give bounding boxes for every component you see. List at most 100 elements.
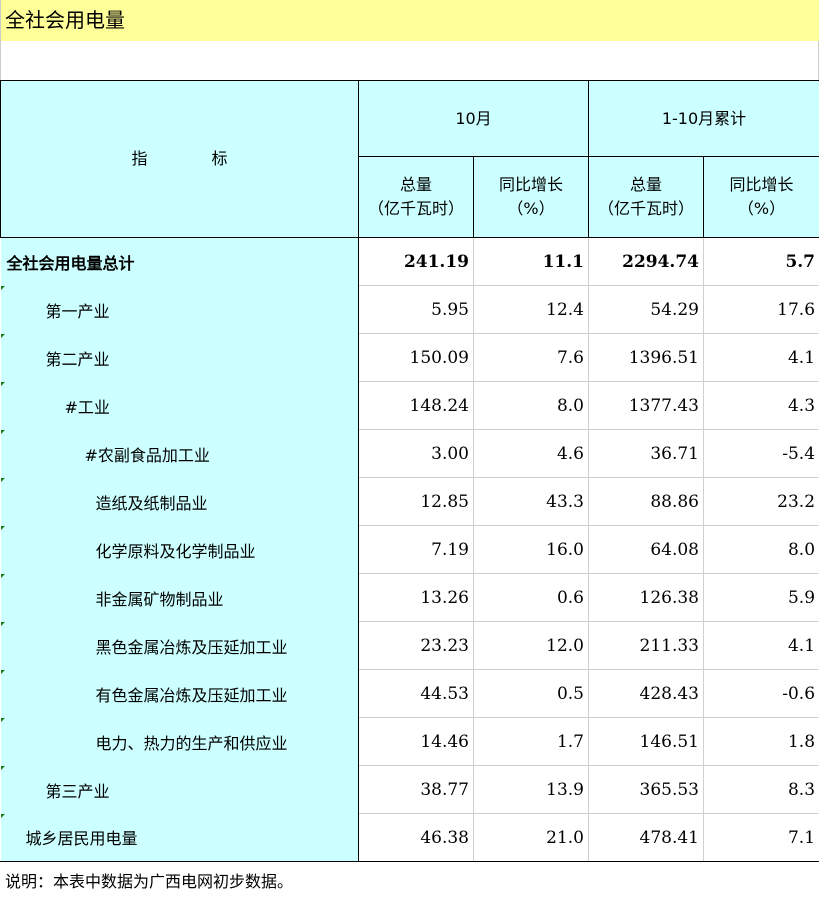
row-label-cell[interactable]: 全社会用电量总计 [1,238,359,286]
header-total-label: 总量 [593,173,699,197]
error-indicator-icon [1,286,5,290]
error-indicator-icon [1,478,5,482]
row-label: 黑色金属冶炼及压延加工业 [96,638,288,657]
error-indicator-icon [1,382,5,386]
error-indicator-icon [1,430,5,434]
row-label: 化学原料及化学制品业 [96,542,256,561]
header-total-label: 总量 [363,173,469,197]
electricity-table: 指 标 10月 1-10月累计 总量（亿千瓦时） 同比增长（%） 总量（亿千瓦时… [0,80,819,862]
value-cell[interactable]: 54.29 [589,286,704,334]
value-cell[interactable]: 12.0 [474,622,589,670]
header-indicator: 指 标 [1,81,359,238]
value-cell[interactable]: 0.5 [474,670,589,718]
value-cell[interactable]: 1.8 [704,718,819,766]
value-cell[interactable]: 17.6 [704,286,819,334]
value-cell[interactable]: 38.77 [359,766,474,814]
value-cell[interactable]: 14.46 [359,718,474,766]
header-unit-label: （亿千瓦时） [593,197,699,221]
value-cell[interactable]: 11.1 [474,238,589,286]
value-cell[interactable]: 16.0 [474,526,589,574]
value-cell[interactable]: 5.95 [359,286,474,334]
value-cell[interactable]: 1377.43 [589,382,704,430]
value-cell[interactable]: 5.9 [704,574,819,622]
row-label: 造纸及纸制品业 [96,494,208,513]
value-cell[interactable]: 150.09 [359,334,474,382]
value-cell[interactable]: 36.71 [589,430,704,478]
value-cell[interactable]: 88.86 [589,478,704,526]
value-cell[interactable]: 148.24 [359,382,474,430]
value-cell[interactable]: 3.00 [359,430,474,478]
value-cell[interactable]: 7.6 [474,334,589,382]
value-cell[interactable]: 44.53 [359,670,474,718]
header-cumulative: 1-10月累计 [589,81,819,157]
value-cell[interactable]: 4.3 [704,382,819,430]
header-yoy-label: 同比增长 [478,173,584,197]
value-cell[interactable]: 7.19 [359,526,474,574]
value-cell[interactable]: 211.33 [589,622,704,670]
row-label: 非金属矿物制品业 [96,590,224,609]
row-label-cell[interactable]: 造纸及纸制品业 [1,478,359,526]
value-cell[interactable]: 13.9 [474,766,589,814]
row-label-cell[interactable]: #工业 [1,382,359,430]
value-cell[interactable]: 8.0 [704,526,819,574]
header-pct-label: （%） [478,197,584,221]
row-label-cell[interactable]: 非金属矿物制品业 [1,574,359,622]
sheet-title: 全社会用电量 [0,0,819,41]
header-unit-label: （亿千瓦时） [363,197,469,221]
value-cell[interactable]: 64.08 [589,526,704,574]
row-label-cell[interactable]: 化学原料及化学制品业 [1,526,359,574]
value-cell[interactable]: 365.53 [589,766,704,814]
value-cell[interactable]: 12.85 [359,478,474,526]
value-cell[interactable]: 146.51 [589,718,704,766]
row-label-cell[interactable]: 第二产业 [1,334,359,382]
value-cell[interactable]: 4.1 [704,334,819,382]
error-indicator-icon [1,622,5,626]
value-cell[interactable]: 1.7 [474,718,589,766]
value-cell[interactable]: 241.19 [359,238,474,286]
value-cell[interactable]: -5.4 [704,430,819,478]
row-label: 有色金属冶炼及压延加工业 [96,686,288,705]
header-month-yoy: 同比增长（%） [474,157,589,238]
row-label-cell[interactable]: 有色金属冶炼及压延加工业 [1,670,359,718]
header-pct-label: （%） [708,197,815,221]
row-label-cell[interactable]: 电力、热力的生产和供应业 [1,718,359,766]
header-yoy-label: 同比增长 [708,173,815,197]
row-label: 第三产业 [46,782,110,801]
value-cell[interactable]: 8.3 [704,766,819,814]
value-cell[interactable]: 21.0 [474,814,589,862]
value-cell[interactable]: -0.6 [704,670,819,718]
value-cell[interactable]: 0.6 [474,574,589,622]
value-cell[interactable]: 46.38 [359,814,474,862]
value-cell[interactable]: 428.43 [589,670,704,718]
value-cell[interactable]: 478.41 [589,814,704,862]
header-month-total: 总量（亿千瓦时） [359,157,474,238]
value-cell[interactable]: 2294.74 [589,238,704,286]
footnote: 说明：本表中数据为广西电网初步数据。 [0,861,819,900]
value-cell[interactable]: 4.6 [474,430,589,478]
row-label: #工业 [65,398,110,417]
row-label-cell[interactable]: 第三产业 [1,766,359,814]
row-label-cell[interactable]: 第一产业 [1,286,359,334]
error-indicator-icon [1,814,5,818]
value-cell[interactable]: 43.3 [474,478,589,526]
blank-row [0,41,819,80]
value-cell[interactable]: 1396.51 [589,334,704,382]
value-cell[interactable]: 126.38 [589,574,704,622]
row-label: 电力、热力的生产和供应业 [96,734,288,753]
value-cell[interactable]: 23.2 [704,478,819,526]
value-cell[interactable]: 8.0 [474,382,589,430]
value-cell[interactable]: 23.23 [359,622,474,670]
value-cell[interactable]: 13.26 [359,574,474,622]
row-label-cell[interactable]: #农副食品加工业 [1,430,359,478]
row-label-cell[interactable]: 城乡居民用电量 [1,814,359,862]
value-cell[interactable]: 12.4 [474,286,589,334]
value-cell[interactable]: 5.7 [704,238,819,286]
value-cell[interactable]: 4.1 [704,622,819,670]
row-label-cell[interactable]: 黑色金属冶炼及压延加工业 [1,622,359,670]
value-cell[interactable]: 7.1 [704,814,819,862]
error-indicator-icon [1,334,5,338]
